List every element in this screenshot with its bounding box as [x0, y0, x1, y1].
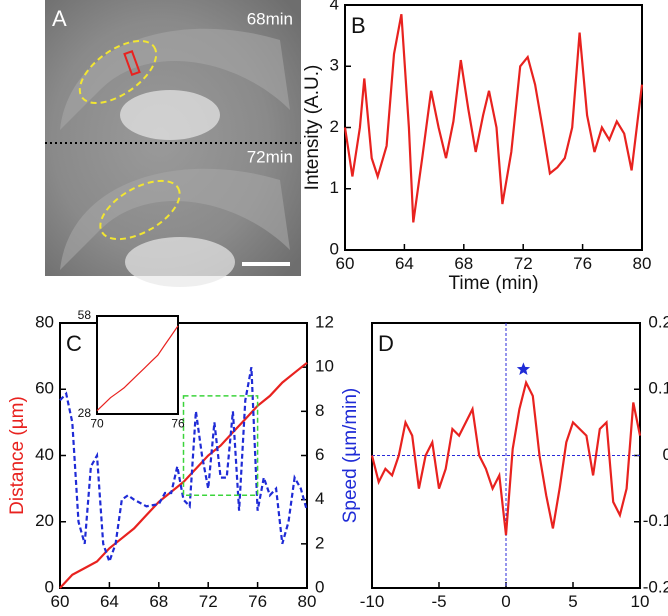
y-axis-label: Intensity (A.U.) — [302, 65, 323, 191]
y-tick-label: 58 — [78, 308, 92, 322]
cell-edge — [60, 28, 290, 130]
panel-label: D — [378, 331, 394, 356]
series-line — [96, 325, 179, 412]
x-tick-label: 60 — [51, 592, 70, 611]
x-axis-label: Time (min) — [448, 273, 538, 294]
y-tick-label: 1 — [330, 178, 339, 197]
x-tick-label: 72 — [514, 254, 533, 273]
y2-tick-label: 8 — [315, 401, 324, 420]
y-tick-label: 3 — [330, 56, 339, 75]
x-tick-label: 70 — [90, 416, 104, 430]
y-tick-label: 2 — [330, 117, 339, 136]
y2-tick-label: 0 — [315, 577, 324, 596]
y2-tick-label: 2 — [315, 533, 324, 552]
roi — [78, 39, 158, 105]
roi — [99, 179, 181, 241]
y-tick-label: -0.1 — [643, 511, 668, 530]
x-tick-label: 10 — [631, 592, 650, 611]
x-tick-label: 64 — [100, 592, 119, 611]
x-tick-label: 64 — [395, 254, 414, 273]
nucleus — [125, 237, 235, 287]
y2-axis-label: Speed (µm/min) — [340, 388, 361, 524]
plot-area — [344, 4, 643, 251]
y2-tick-label: 4 — [315, 489, 324, 508]
x-tick-label: 72 — [199, 592, 218, 611]
series-line — [370, 379, 642, 536]
panel-a: A 68min 72min — [45, 0, 301, 287]
x-tick-label: 76 — [573, 254, 592, 273]
y-tick-label: 40 — [35, 445, 54, 464]
x-tick-label: 80 — [298, 592, 317, 611]
y-tick-label: 80 — [35, 312, 54, 331]
frame-time: 72min — [247, 147, 293, 166]
y-tick-label: 20 — [35, 511, 54, 530]
x-tick-label: 76 — [171, 416, 185, 430]
y2-tick-label: 12 — [315, 312, 334, 331]
x-tick-label: 80 — [633, 254, 652, 273]
x-tick-label: 76 — [248, 592, 267, 611]
nucleus — [120, 90, 220, 140]
y-tick-label: 0.1 — [648, 379, 668, 398]
y-tick-label: 28 — [78, 406, 92, 420]
y-tick-label: 0.2 — [648, 312, 668, 331]
roi-box — [123, 50, 141, 76]
x-tick-label: 68 — [149, 592, 168, 611]
y-tick-label: 4 — [330, 0, 339, 13]
peak-marker — [516, 362, 531, 375]
panel-label: C — [66, 331, 82, 356]
x-tick-label: -10 — [360, 592, 385, 611]
y-tick-label: 0 — [663, 445, 668, 464]
cell-edge — [60, 168, 290, 270]
series-line — [59, 367, 309, 565]
panel-label: B — [351, 13, 366, 38]
inset-region — [182, 395, 259, 496]
y2-tick-label: 10 — [315, 357, 334, 376]
panel-label: A — [52, 6, 67, 31]
y2-tick-label: 6 — [315, 445, 324, 464]
y-axis-label: Distance (µm) — [7, 396, 28, 515]
x-tick-label: 60 — [336, 254, 355, 273]
y-tick-label: 60 — [35, 379, 54, 398]
series-line — [343, 13, 644, 223]
y-tick-label: 0 — [330, 239, 339, 258]
x-tick-label: 0 — [501, 592, 510, 611]
frame-time: 68min — [247, 9, 293, 28]
y-tick-label: 0 — [45, 577, 54, 596]
y-tick-label: -0.2 — [643, 577, 668, 596]
x-tick-label: 5 — [568, 592, 577, 611]
x-tick-label: -5 — [431, 592, 446, 611]
x-tick-label: 68 — [454, 254, 473, 273]
